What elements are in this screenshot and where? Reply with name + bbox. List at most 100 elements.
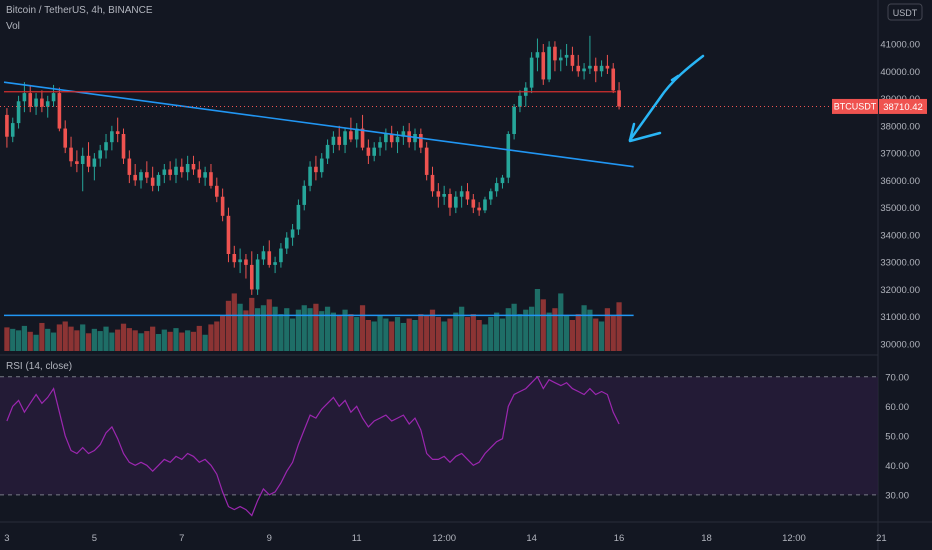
price-axis[interactable]: 41000.0040000.0039000.0038000.0037000.00… bbox=[880, 40, 920, 351]
candle-body bbox=[366, 147, 371, 156]
volume-bar bbox=[359, 305, 366, 351]
candle-body bbox=[430, 174, 435, 192]
volume-bar bbox=[190, 331, 197, 351]
volume-bar bbox=[225, 300, 232, 351]
candle-body bbox=[110, 131, 114, 143]
volume-bar bbox=[196, 325, 202, 351]
candle-body bbox=[436, 191, 441, 197]
candle-body bbox=[104, 142, 108, 151]
volume-bar bbox=[529, 306, 535, 351]
candle-body bbox=[512, 106, 516, 134]
candle-body bbox=[156, 174, 161, 186]
volume-label: Vol bbox=[6, 21, 20, 32]
volume-bar bbox=[50, 332, 57, 351]
rsi-label: RSI (14, close) bbox=[6, 361, 72, 372]
volume-bar bbox=[453, 312, 459, 351]
rsi-axis[interactable]: 70.00 60.00 50.00 40.00 30.00 bbox=[885, 372, 909, 501]
downtrend-line[interactable] bbox=[3, 81, 634, 168]
volume-bar bbox=[21, 325, 28, 351]
volume-bar bbox=[412, 320, 418, 351]
candle-body bbox=[617, 90, 621, 107]
candle-body bbox=[133, 174, 137, 181]
candle-body bbox=[75, 161, 79, 164]
candle-body bbox=[553, 46, 557, 61]
candle-body bbox=[69, 147, 73, 162]
volume-bar bbox=[97, 331, 103, 351]
time-axis[interactable]: 3 5 7 9 11 12:00 14 16 18 12:00 21 bbox=[4, 533, 886, 544]
candle-body bbox=[454, 196, 458, 208]
volume-bar bbox=[220, 315, 226, 351]
candle-body bbox=[5, 114, 9, 137]
candle-body bbox=[331, 136, 336, 145]
candle-body bbox=[494, 183, 499, 192]
volume-bar bbox=[330, 312, 337, 351]
volume-bar bbox=[74, 330, 80, 351]
currency-badge-box[interactable] bbox=[887, 3, 923, 21]
volume-bar bbox=[138, 333, 144, 351]
time-tick-label: 3 bbox=[4, 533, 9, 544]
volume-bar bbox=[62, 321, 68, 351]
price-tick-label: 32000.00 bbox=[880, 285, 920, 296]
volume-bar bbox=[202, 334, 208, 351]
rsi-tick-label: 70.00 bbox=[885, 372, 909, 383]
candle-body bbox=[395, 136, 400, 143]
candle-body bbox=[63, 128, 68, 148]
volume-bar bbox=[307, 308, 313, 351]
volume-bar bbox=[161, 329, 167, 351]
volume-bar bbox=[435, 317, 441, 351]
candle-body bbox=[471, 199, 476, 208]
volume-bar bbox=[494, 312, 500, 351]
volume-bar bbox=[464, 317, 471, 351]
volume-bar bbox=[301, 305, 307, 351]
candle-body bbox=[238, 259, 242, 263]
candle-body bbox=[611, 68, 616, 91]
volume-bar bbox=[4, 327, 10, 351]
volume-bar bbox=[254, 308, 261, 351]
volume-bar bbox=[91, 328, 97, 351]
time-tick-label: 9 bbox=[267, 533, 272, 544]
price-tick-label: 37000.00 bbox=[880, 149, 920, 160]
currency-badge[interactable]: USDT bbox=[893, 8, 918, 18]
candle-body bbox=[34, 98, 38, 107]
candle-body bbox=[267, 251, 272, 265]
candle-body bbox=[576, 65, 581, 72]
volume-bar bbox=[546, 312, 552, 351]
volume-bar bbox=[383, 318, 389, 351]
price-tick-label: 38000.00 bbox=[880, 121, 920, 132]
candle-body bbox=[197, 169, 202, 178]
volume-bar bbox=[406, 318, 412, 351]
candle-body bbox=[284, 237, 289, 249]
volume-bar bbox=[103, 326, 109, 351]
last-price-symbol-tag bbox=[832, 98, 878, 114]
candle-body bbox=[319, 158, 324, 173]
volume-bar bbox=[604, 308, 611, 351]
candle-body bbox=[360, 128, 365, 148]
candle-body bbox=[220, 196, 225, 216]
candle-body bbox=[28, 93, 33, 107]
candle-body bbox=[261, 251, 266, 260]
candle-body bbox=[535, 52, 540, 58]
volume-bar bbox=[499, 318, 506, 351]
volume-bar bbox=[10, 328, 16, 351]
volume-bar bbox=[289, 318, 296, 351]
candle-body bbox=[40, 98, 44, 107]
volume-bar bbox=[394, 317, 401, 351]
volume-bar bbox=[126, 328, 132, 351]
volume-bar bbox=[249, 297, 255, 351]
volume-bar bbox=[45, 328, 51, 351]
candle-body bbox=[588, 65, 592, 69]
candle-body bbox=[150, 177, 155, 186]
candle-body bbox=[372, 147, 377, 156]
price-tick-label: 34000.00 bbox=[880, 230, 920, 241]
time-tick-label: 14 bbox=[526, 533, 537, 544]
volume-bar bbox=[80, 324, 86, 351]
candle-body bbox=[529, 57, 534, 88]
candle-body bbox=[459, 191, 464, 197]
candle-body bbox=[139, 172, 143, 181]
volume-bar bbox=[336, 315, 342, 351]
candle-body bbox=[599, 65, 604, 72]
volume-bar bbox=[56, 324, 62, 351]
candle-body bbox=[273, 262, 277, 265]
volume-bar bbox=[558, 293, 564, 351]
